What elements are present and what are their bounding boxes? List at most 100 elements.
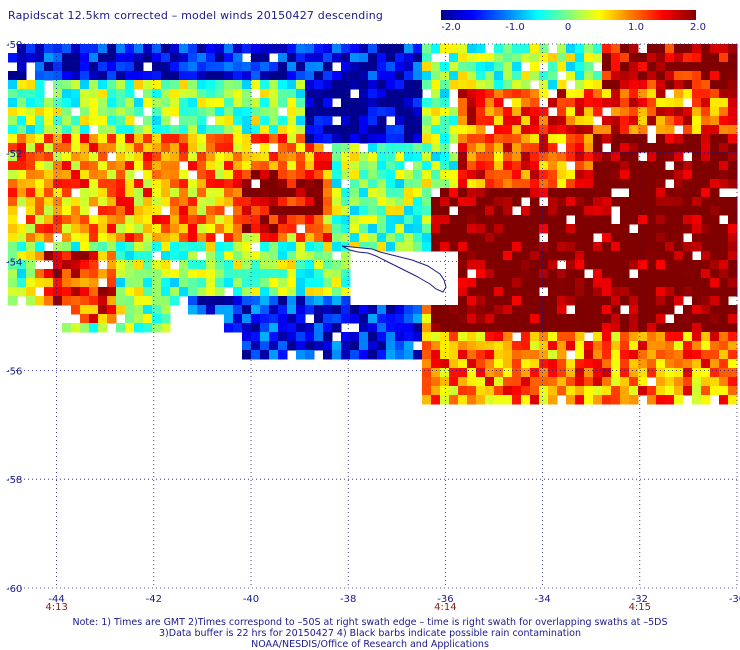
wind-cell: [683, 188, 693, 198]
wind-cell: [368, 314, 378, 324]
wind-cell: [143, 71, 153, 81]
wind-cell: [728, 305, 738, 315]
wind-cell: [692, 296, 702, 306]
wind-cell: [161, 161, 171, 171]
wind-cell: [350, 314, 360, 324]
wind-cell: [53, 44, 63, 54]
wind-cell: [593, 89, 603, 99]
wind-cell: [449, 188, 459, 198]
wind-cell: [458, 188, 468, 198]
wind-cell: [539, 143, 549, 153]
wind-cell: [98, 98, 108, 108]
wind-cell: [8, 80, 18, 90]
wind-cell: [251, 278, 261, 288]
wind-cell: [71, 287, 81, 297]
wind-cell: [701, 80, 711, 90]
wind-cell: [287, 161, 297, 171]
wind-cell: [44, 53, 54, 63]
wind-cell: [404, 125, 414, 135]
wind-cell: [377, 350, 387, 360]
wind-cell: [134, 179, 144, 189]
wind-cell: [125, 251, 135, 261]
wind-cell: [710, 197, 720, 207]
wind-cell: [494, 359, 504, 369]
wind-cell: [404, 314, 414, 324]
wind-cell: [692, 377, 702, 387]
wind-cell: [215, 224, 225, 234]
wind-cell: [152, 62, 162, 72]
wind-cell: [440, 134, 450, 144]
wind-cell: [413, 53, 423, 63]
wind-cell: [314, 233, 324, 243]
wind-cell: [647, 215, 657, 225]
wind-cell: [206, 62, 216, 72]
wind-cell: [701, 269, 711, 279]
wind-cell: [638, 197, 648, 207]
wind-cell: [215, 116, 225, 126]
wind-cell: [521, 314, 531, 324]
wind-cell: [53, 152, 63, 162]
wind-cell: [323, 323, 333, 333]
wind-cell: [629, 134, 639, 144]
wind-cell: [404, 224, 414, 234]
wind-cell: [458, 215, 468, 225]
wind-cell: [107, 134, 117, 144]
wind-cell: [683, 179, 693, 189]
lat-tick-label: -52: [6, 149, 22, 160]
wind-cell: [512, 161, 522, 171]
wind-cell: [125, 224, 135, 234]
wind-cell: [530, 143, 540, 153]
colorbar-label: 0: [564, 22, 572, 33]
wind-cell: [602, 161, 612, 171]
wind-cell: [692, 179, 702, 189]
wind-cell: [656, 53, 666, 63]
wind-cell: [458, 368, 468, 378]
wind-cell: [161, 242, 171, 252]
wind-cell: [647, 53, 657, 63]
wind-cell: [629, 71, 639, 81]
wind-cell: [179, 98, 189, 108]
lon-tick-label: -36: [437, 594, 453, 605]
wind-cell: [269, 287, 279, 297]
wind-cell: [683, 206, 693, 216]
wind-cell: [134, 206, 144, 216]
wind-cell: [557, 125, 567, 135]
wind-cell: [458, 80, 468, 90]
wind-cell: [53, 170, 63, 180]
wind-cell: [89, 278, 99, 288]
wind-cell: [206, 89, 216, 99]
wind-cell: [467, 305, 477, 315]
wind-cell: [242, 107, 252, 117]
wind-cell: [26, 134, 36, 144]
wind-cell: [260, 107, 270, 117]
wind-cell: [593, 242, 603, 252]
wind-cell: [377, 125, 387, 135]
wind-cell: [188, 107, 198, 117]
wind-cell: [557, 296, 567, 306]
wind-cell: [449, 134, 459, 144]
wind-cell: [233, 71, 243, 81]
wind-cell: [494, 269, 504, 279]
wind-cell: [206, 152, 216, 162]
wind-cell: [71, 152, 81, 162]
wind-cell: [413, 143, 423, 153]
wind-cell: [8, 215, 18, 225]
wind-cell: [26, 44, 36, 54]
wind-cell: [449, 179, 459, 189]
wind-cell: [602, 377, 612, 387]
wind-cell: [422, 242, 432, 252]
wind-cell: [125, 116, 135, 126]
wind-cell: [530, 269, 540, 279]
wind-cell: [566, 260, 576, 270]
wind-cell: [512, 377, 522, 387]
wind-cell: [98, 323, 108, 333]
wind-cell: [134, 314, 144, 324]
wind-cell: [170, 71, 180, 81]
wind-cell: [134, 152, 144, 162]
wind-cell: [404, 44, 414, 54]
wind-cell: [233, 152, 243, 162]
wind-cell: [323, 287, 333, 297]
wind-cell: [710, 116, 720, 126]
wind-cell: [548, 170, 558, 180]
wind-cell: [152, 71, 162, 81]
